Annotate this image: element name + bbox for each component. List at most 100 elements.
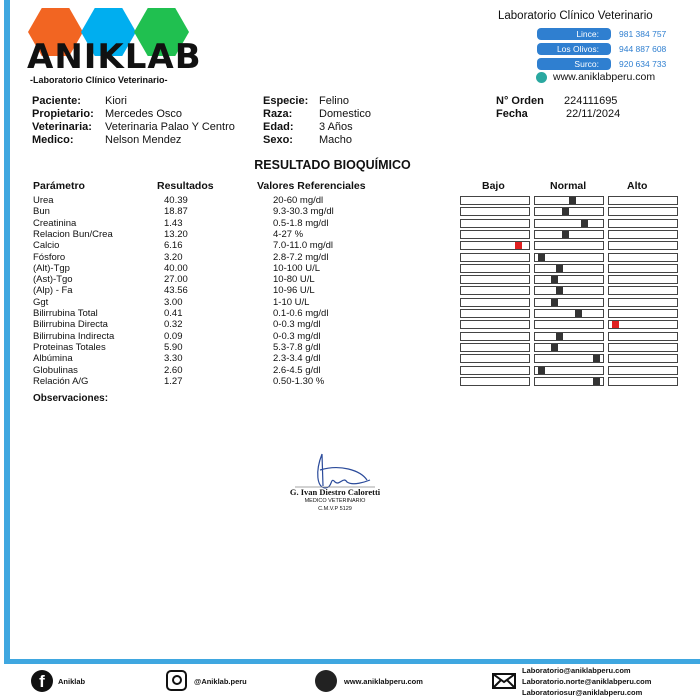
range-box-low	[460, 354, 530, 364]
cell-param: Albúmina	[33, 353, 73, 365]
result-marker	[612, 321, 620, 329]
range-box-high	[608, 275, 678, 285]
cell-ref: 0-0.3 mg/dl	[273, 330, 321, 342]
result-marker	[556, 287, 564, 295]
range-box-high	[608, 229, 678, 239]
result-marker	[514, 242, 522, 250]
cell-param: Bun	[33, 206, 50, 218]
footer-instagram[interactable]: @Aniklab.peru	[194, 677, 247, 686]
phone-lince: 981 384 757	[619, 29, 667, 39]
range-box-low	[460, 297, 530, 307]
phone-los-olivos: 944 887 608	[619, 44, 667, 54]
range-box-low	[460, 207, 530, 217]
range-box-normal	[534, 263, 604, 273]
propietario-value: Mercedes Osco	[105, 108, 183, 120]
range-box-high	[608, 320, 678, 330]
cell-result: 6.16	[164, 240, 183, 252]
signature-icon	[295, 453, 375, 489]
cell-result: 40.00	[164, 262, 188, 274]
cell-param: Relación A/G	[33, 375, 89, 387]
range-box-low	[460, 218, 530, 228]
branch-los-olivos: Los Olivos:	[537, 43, 611, 55]
footer-email-2[interactable]: Laboratorio.norte@aniklabperu.com	[522, 677, 652, 686]
range-box-high	[608, 207, 678, 217]
cell-ref: 2.8-7.2 mg/dl	[273, 251, 329, 263]
header-alto: Alto	[627, 180, 648, 192]
cell-param: Bilirrubina Indirecta	[33, 330, 115, 342]
footer-facebook[interactable]: Aniklab	[58, 677, 86, 686]
range-box-low	[460, 286, 530, 296]
range-box-normal	[534, 286, 604, 296]
header-referencia: Valores Referenciales	[257, 180, 366, 192]
brand-name: ANIKLAB	[27, 37, 202, 77]
report-title: RESULTADO BIOQUÍMICO	[254, 158, 411, 172]
cell-result: 13.20	[164, 228, 188, 240]
cell-param: (Ast)-Tgo	[33, 274, 73, 286]
cell-ref: 10-96 U/L	[273, 285, 315, 297]
range-box-high	[608, 354, 678, 364]
range-box-low	[460, 275, 530, 285]
range-box-low	[460, 331, 530, 341]
signer-cmvp: C.M.V.P 5129	[318, 506, 352, 512]
header-parametro: Parámetro	[33, 180, 85, 192]
cell-param: (Alt)-Tgp	[33, 262, 70, 274]
result-marker	[568, 197, 576, 204]
range-box-normal	[534, 320, 604, 330]
cell-ref: 0-0.3 mg/dl	[273, 319, 321, 331]
veterinaria-label: Veterinaria:	[32, 121, 92, 133]
website: www.aniklabperu.com	[553, 71, 656, 83]
orden-label: N° Orden	[496, 95, 544, 107]
range-box-low	[460, 263, 530, 273]
range-box-high	[608, 309, 678, 318]
range-box-high	[608, 331, 678, 341]
cell-result: 3.20	[164, 251, 183, 263]
result-marker	[592, 377, 600, 385]
cell-result: 2.60	[164, 364, 183, 376]
cell-ref: 0.50-1.30 %	[273, 375, 325, 387]
cell-param: Creatinina	[33, 217, 77, 229]
range-box-normal	[534, 196, 604, 205]
especie-label: Especie:	[263, 95, 309, 107]
instagram-icon	[166, 670, 187, 691]
phone-surco: 920 634 733	[619, 59, 667, 69]
cell-param: Urea	[33, 195, 54, 206]
cell-result: 3.00	[164, 296, 183, 308]
cell-ref: 5.3-7.8 g/dl	[273, 341, 321, 353]
fecha-value: 22/11/2024	[566, 108, 621, 120]
brand-tagline: -Laboratorio Clínico Veterinario-	[30, 75, 168, 85]
range-box-low	[460, 320, 530, 330]
header-resultados: Resultados	[157, 180, 214, 192]
cell-ref: 20-60 mg/dl	[273, 195, 324, 206]
range-box-normal	[534, 229, 604, 239]
footer-website[interactable]: www.aniklabperu.com	[344, 677, 423, 686]
raza-label: Raza:	[263, 108, 293, 120]
range-box-low	[460, 241, 530, 251]
result-marker	[556, 332, 564, 340]
range-box-low	[460, 229, 530, 239]
branch-lince: Lince:	[537, 28, 611, 40]
result-marker	[574, 310, 582, 317]
range-box-normal	[534, 365, 604, 375]
cell-result: 0.09	[164, 330, 183, 342]
range-box-high	[608, 286, 678, 296]
result-marker	[538, 366, 546, 374]
range-box-normal	[534, 218, 604, 228]
edad-label: Edad:	[263, 121, 294, 133]
range-box-high	[608, 365, 678, 375]
globe-www-icon	[315, 670, 337, 692]
cell-param: Globulinas	[33, 364, 78, 376]
range-box-normal	[534, 342, 604, 352]
range-box-normal	[534, 376, 604, 386]
observaciones-label: Observaciones:	[33, 393, 109, 404]
hexagon-green-icon	[134, 8, 189, 56]
range-box-low	[460, 252, 530, 262]
edad-value: 3 Años	[319, 121, 353, 133]
footer-email-1[interactable]: Laboratorio@aniklabperu.com	[522, 666, 631, 675]
footer-email-3[interactable]: Laboratoriosur@aniklabperu.com	[522, 688, 643, 697]
range-box-low	[460, 365, 530, 375]
cell-result: 40.39	[164, 195, 188, 206]
cell-result: 1.27	[164, 375, 183, 387]
range-box-normal	[534, 241, 604, 251]
lab-title: Laboratorio Clínico Veterinario	[498, 10, 653, 22]
cell-ref: 0.1-0.6 mg/dl	[273, 308, 329, 319]
